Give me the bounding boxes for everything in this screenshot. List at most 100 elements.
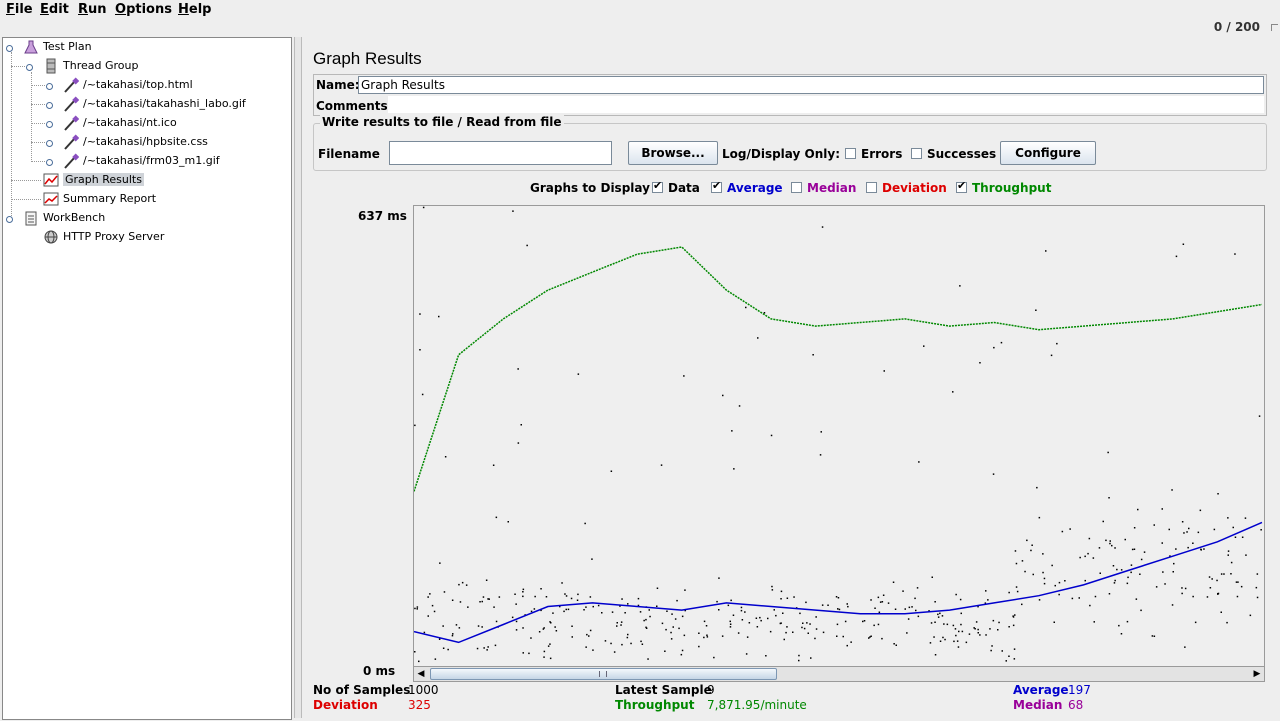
data-point — [611, 611, 614, 613]
data-point — [887, 602, 890, 604]
data-point — [514, 593, 516, 595]
tree-node-sampler[interactable]: /~takahasi/takahashi_labo.gif — [63, 95, 246, 113]
data-point — [1042, 553, 1044, 555]
data-point — [1131, 548, 1134, 551]
data-point — [930, 622, 933, 624]
pipette-icon — [63, 77, 80, 93]
data-point — [627, 633, 629, 636]
throughput-checkbox[interactable] — [956, 179, 967, 193]
data-point — [515, 603, 517, 605]
data-point — [956, 640, 959, 642]
deviation-checkbox[interactable] — [866, 182, 877, 193]
tree-node-sampler[interactable]: /~takahasi/hpbsite.css — [63, 133, 208, 151]
data-point — [1015, 586, 1018, 588]
menu-options[interactable]: Options — [115, 2, 172, 17]
tree-node-sampler[interactable]: /~takahasi/top.html — [63, 76, 193, 94]
tree-node-test-plan[interactable]: Test Plan — [23, 38, 92, 56]
comments-field[interactable] — [388, 96, 1264, 113]
browse-button[interactable]: Browse... — [628, 141, 718, 165]
menu-file[interactable]: File — [6, 2, 33, 17]
data-point — [863, 620, 866, 622]
data-point — [1213, 528, 1216, 531]
data-point — [495, 620, 498, 623]
expand-handle[interactable] — [26, 64, 33, 71]
data-point — [763, 312, 766, 314]
data-point — [906, 632, 908, 634]
data-point — [1088, 537, 1091, 540]
menu-help[interactable]: Help — [178, 2, 212, 17]
menu-edit[interactable]: Edit — [40, 2, 69, 17]
data-point — [447, 648, 449, 651]
expand-handle[interactable] — [46, 121, 53, 128]
average-checkbox[interactable] — [711, 179, 722, 193]
graph-scrollbar[interactable]: ◀ ▶ — [413, 666, 1265, 682]
tree-node-graph-results[interactable]: Graph Results — [43, 171, 144, 189]
throughput-label: Throughput — [972, 181, 1052, 195]
filename-label: Filename — [318, 147, 380, 161]
data-checkbox[interactable] — [652, 179, 663, 193]
data-point — [442, 625, 444, 627]
data-point — [1220, 573, 1223, 575]
data-point — [902, 590, 904, 592]
data-point — [1168, 528, 1170, 531]
successes-checkbox[interactable] — [911, 148, 922, 159]
data-point — [815, 628, 818, 630]
configure-button[interactable]: Configure — [1000, 141, 1096, 165]
data-point — [809, 623, 811, 625]
data-point — [721, 635, 724, 637]
data-point — [1175, 255, 1178, 258]
data-point — [423, 631, 426, 634]
scroll-right-icon[interactable]: ▶ — [1253, 669, 1261, 679]
expand-handle[interactable] — [46, 102, 53, 109]
expand-handle[interactable] — [46, 140, 53, 147]
data-point — [1098, 547, 1101, 549]
name-field[interactable] — [358, 76, 1264, 94]
tree-node-proxy-server[interactable]: HTTP Proxy Server — [43, 228, 164, 246]
expand-handle[interactable] — [6, 45, 13, 52]
filename-input[interactable] — [389, 141, 612, 165]
data-point — [1116, 568, 1118, 571]
error-indicator[interactable] — [1271, 24, 1278, 31]
expand-handle[interactable] — [46, 83, 53, 90]
menu-run[interactable]: Run — [78, 2, 107, 17]
data-point — [937, 613, 939, 616]
tree-node-workbench[interactable]: WorkBench — [23, 209, 105, 227]
scroll-thumb[interactable] — [430, 668, 777, 680]
data-point — [451, 634, 454, 637]
data-point — [684, 609, 686, 612]
data-point — [1227, 554, 1229, 556]
median-checkbox[interactable] — [791, 182, 802, 193]
scroll-left-icon[interactable]: ◀ — [417, 669, 425, 679]
data-point — [621, 598, 623, 600]
data-point — [610, 642, 612, 645]
data-point — [620, 624, 622, 626]
data-point — [683, 375, 685, 377]
data-point — [452, 633, 454, 635]
data-point — [567, 608, 570, 611]
data-point — [812, 354, 814, 356]
tree-node-summary-report[interactable]: Summary Report — [43, 190, 156, 208]
data-point — [1008, 591, 1010, 594]
expand-handle[interactable] — [6, 216, 13, 223]
data-point — [552, 612, 554, 614]
tree-node-thread-group[interactable]: Thread Group — [43, 57, 138, 75]
split-pane-divider[interactable] — [294, 37, 302, 718]
errors-checkbox[interactable] — [845, 148, 856, 159]
data-point — [1258, 415, 1261, 417]
page-title: Graph Results — [313, 49, 422, 68]
data-point — [836, 623, 839, 626]
tree-node-sampler[interactable]: /~takahasi/nt.ico — [63, 114, 177, 132]
data-point — [648, 609, 650, 611]
data-point — [1031, 544, 1033, 546]
expand-handle[interactable] — [46, 159, 53, 166]
data-point — [683, 634, 686, 637]
data-point — [933, 636, 935, 638]
errors-label: Errors — [861, 147, 903, 161]
data-point — [904, 608, 906, 610]
tree-node-sampler[interactable]: /~takahasi/frm03_m1.gif — [63, 152, 220, 170]
data-point — [1005, 660, 1007, 662]
data-point — [1236, 595, 1239, 598]
data-point — [670, 631, 672, 634]
data-point — [874, 607, 876, 609]
data-point — [1192, 595, 1194, 598]
